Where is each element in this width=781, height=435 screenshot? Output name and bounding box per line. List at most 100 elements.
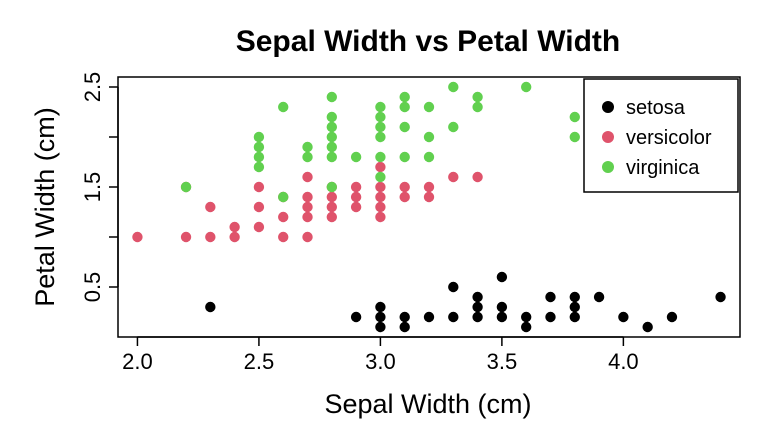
y-tick-label: 1.5 <box>80 172 105 203</box>
virginica-point <box>472 101 483 113</box>
y-tick-label: 2.5 <box>80 72 105 103</box>
setosa-point <box>448 311 459 323</box>
versicolor-point <box>399 191 410 203</box>
x-axis-label: Sepal Width (cm) <box>324 389 531 419</box>
legend-marker-versicolor <box>602 131 614 143</box>
setosa-point <box>423 311 435 323</box>
virginica-point <box>326 181 338 193</box>
setosa-point <box>545 291 556 303</box>
setosa-point <box>520 321 532 333</box>
versicolor-point <box>278 231 289 243</box>
x-tick-label: 3.0 <box>365 349 396 374</box>
versicolor-point <box>180 231 192 243</box>
y-axis: 0.5 1.5 2.5 <box>80 72 119 303</box>
virginica-point <box>253 141 265 153</box>
virginica-point <box>448 121 459 133</box>
virginica-point <box>423 101 435 113</box>
setosa-point <box>399 321 410 333</box>
y-tick-label: 0.5 <box>80 272 105 303</box>
virginica-point <box>253 131 265 143</box>
versicolor-point <box>229 221 240 233</box>
setosa-point <box>569 311 580 323</box>
versicolor-point <box>326 191 338 203</box>
setosa-point <box>715 291 726 303</box>
setosa-point <box>472 301 483 313</box>
virginica-point <box>569 131 580 143</box>
versicolor-point <box>326 211 338 223</box>
virginica-point <box>326 111 338 123</box>
setosa-point <box>569 291 580 303</box>
versicolor-point <box>302 231 313 243</box>
virginica-point <box>326 121 338 133</box>
virginica-point <box>569 111 580 123</box>
setosa-point <box>545 311 556 323</box>
virginica-point <box>326 131 338 143</box>
setosa-point <box>472 291 483 303</box>
versicolor-point <box>375 191 386 203</box>
versicolor-point <box>132 231 143 243</box>
virginica-point <box>520 81 532 93</box>
x-tick-label: 2.0 <box>122 349 153 374</box>
versicolor-point <box>326 201 338 213</box>
setosa-point <box>569 301 580 313</box>
setosa-point <box>205 301 216 313</box>
setosa-point <box>472 311 483 323</box>
setosa-point <box>593 291 605 303</box>
setosa-point <box>399 311 410 323</box>
setosa-point <box>496 301 508 313</box>
versicolor-point <box>350 181 362 193</box>
series-versicolor <box>132 161 483 243</box>
x-tick-label: 4.0 <box>608 349 639 374</box>
legend: setosa versicolor virginica <box>583 78 739 193</box>
virginica-point <box>326 141 338 153</box>
versicolor-point <box>375 201 386 213</box>
setosa-point <box>666 311 678 323</box>
versicolor-point <box>253 201 265 213</box>
setosa-point <box>642 321 653 333</box>
legend-marker-virginica <box>602 161 614 173</box>
versicolor-point <box>423 191 435 203</box>
versicolor-point <box>350 191 362 203</box>
virginica-point <box>472 91 483 103</box>
chart-title: Sepal Width vs Petal Width <box>236 25 621 58</box>
versicolor-point <box>253 181 265 193</box>
setosa-point <box>375 301 386 313</box>
setosa-point <box>496 271 508 283</box>
versicolor-point <box>205 201 216 213</box>
virginica-point <box>302 141 313 153</box>
legend-label-setosa: setosa <box>626 97 686 119</box>
series-virginica <box>180 81 580 203</box>
versicolor-point <box>253 221 265 233</box>
setosa-point <box>618 311 629 323</box>
versicolor-point <box>302 201 313 213</box>
virginica-point <box>375 111 386 123</box>
versicolor-point <box>375 161 386 173</box>
legend-label-versicolor: versicolor <box>626 127 712 149</box>
setosa-point <box>375 321 386 333</box>
x-axis: 2.0 2.5 3.0 3.5 4.0 <box>122 336 639 374</box>
virginica-point <box>180 181 192 193</box>
setosa-point <box>520 311 532 323</box>
versicolor-point <box>350 201 362 213</box>
virginica-point <box>423 131 435 143</box>
virginica-point <box>253 151 265 163</box>
virginica-point <box>302 151 313 163</box>
series-setosa <box>205 271 726 333</box>
x-tick-label: 2.5 <box>244 349 275 374</box>
y-axis-label: Petal Width (cm) <box>30 107 60 307</box>
virginica-point <box>423 151 435 163</box>
virginica-point <box>350 151 362 163</box>
versicolor-point <box>448 171 459 183</box>
virginica-point <box>399 101 410 113</box>
legend-marker-setosa <box>602 101 614 113</box>
virginica-point <box>278 101 289 113</box>
virginica-point <box>375 121 386 133</box>
virginica-point <box>399 151 410 163</box>
x-tick-label: 3.5 <box>487 349 518 374</box>
legend-label-virginica: virginica <box>626 157 700 179</box>
data-points <box>132 81 726 333</box>
versicolor-point <box>302 191 313 203</box>
virginica-point <box>375 151 386 163</box>
virginica-point <box>448 81 459 93</box>
